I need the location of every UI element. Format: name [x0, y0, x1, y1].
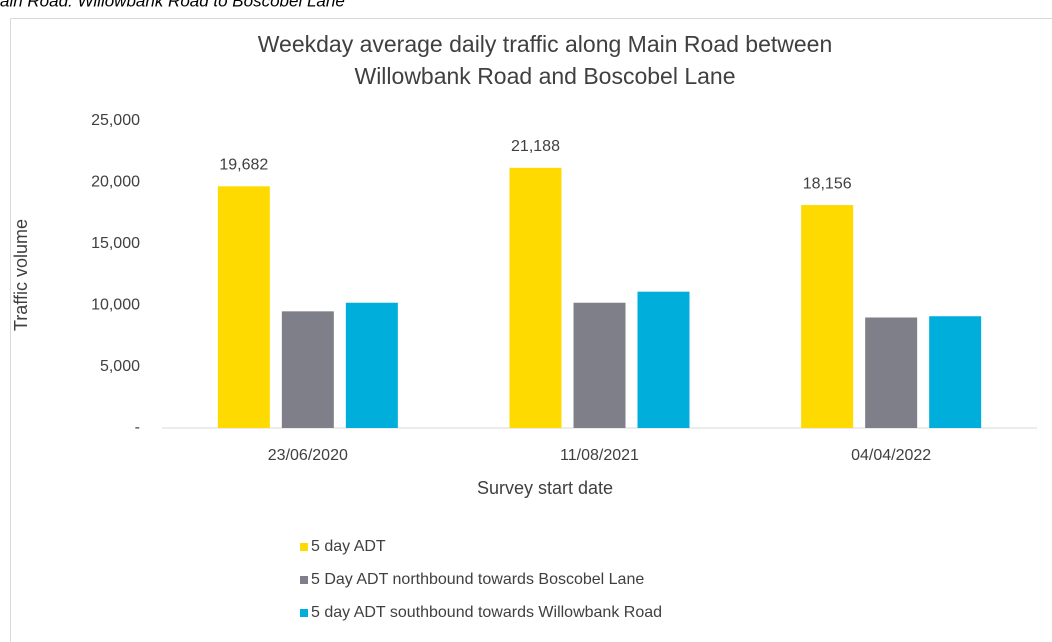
chart-title: Willowbank Road and Boscobel Lane: [354, 63, 735, 89]
chart-title: Weekday average daily traffic along Main…: [258, 31, 833, 57]
y-tick-label: 25,000: [91, 112, 140, 129]
x-tick-label: 11/08/2021: [560, 447, 639, 464]
chart-frame: [10, 18, 1052, 642]
x-tick-label: 04/04/2022: [851, 447, 931, 464]
caption: ain Road: Willowbank Road to Boscobel La…: [0, 0, 345, 10]
bar: [929, 316, 982, 428]
y-tick-label: 15,000: [91, 235, 140, 252]
bar: [637, 291, 690, 428]
y-tick-label: 10,000: [91, 296, 140, 313]
legend-swatch: [300, 576, 308, 584]
y-tick-label: 20,000: [91, 174, 140, 191]
data-label: 19,682: [219, 157, 268, 174]
y-tick-label: 5,000: [100, 358, 140, 375]
legend-swatch: [300, 609, 308, 617]
bar: [801, 205, 854, 428]
x-axis-title: Survey start date: [477, 478, 613, 498]
bar: [509, 167, 562, 429]
data-label: 18,156: [803, 175, 852, 192]
legend-label: 5 Day ADT northbound towards Boscobel La…: [311, 571, 644, 588]
bar: [281, 311, 334, 428]
legend-swatch: [300, 543, 308, 551]
y-axis-title: Traffic volume: [11, 219, 31, 331]
bar: [345, 302, 398, 428]
data-label: 21,188: [511, 138, 560, 155]
legend-label: 5 day ADT southbound towards Willowbank …: [311, 604, 662, 621]
legend-label: 5 day ADT: [311, 538, 386, 555]
x-tick-label: 23/06/2020: [268, 447, 348, 464]
bar: [217, 186, 270, 428]
y-tick-label: -: [135, 419, 140, 436]
bar: [573, 302, 626, 428]
bar: [865, 317, 918, 428]
